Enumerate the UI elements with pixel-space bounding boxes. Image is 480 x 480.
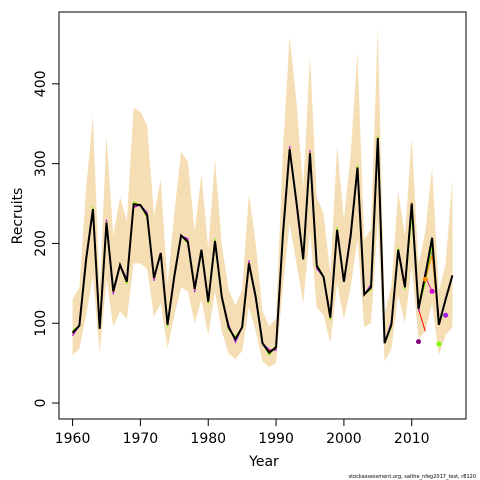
x-tick-label: 1990: [258, 431, 294, 447]
confidence-band-layer: [72, 26, 453, 368]
y-tick-label: 400: [33, 70, 49, 97]
x-tick-label: 1970: [123, 431, 159, 447]
x-tick-label: 2000: [326, 431, 362, 447]
y-tick-label: 0: [33, 399, 49, 408]
footnote: stockassessment.org, saithe_nfeg2017_tes…: [348, 474, 476, 480]
terminal-point: [436, 341, 442, 347]
estimate-line: [71, 138, 454, 355]
x-tick-label: 1980: [190, 431, 226, 447]
x-axis-title: Year: [248, 454, 279, 470]
terminal-points-layer: [416, 276, 449, 347]
terminal-point: [422, 276, 428, 282]
y-axis: 0 100 200 300 400: [33, 70, 59, 408]
terminal-point: [443, 312, 449, 318]
x-axis: 1960 1970 1980 1990 2000 2010: [55, 418, 430, 447]
estimate-line-layer: [71, 138, 454, 355]
confidence-band: [72, 26, 453, 368]
y-axis-title: Recruits: [10, 188, 26, 245]
y-tick-label: 200: [33, 230, 49, 257]
y-tick-label: 100: [33, 310, 49, 337]
x-tick-label: 1960: [55, 431, 91, 447]
terminal-point: [416, 339, 422, 345]
terminal-point: [429, 288, 435, 294]
x-tick-label: 2010: [394, 431, 430, 447]
y-tick-label: 300: [33, 150, 49, 177]
